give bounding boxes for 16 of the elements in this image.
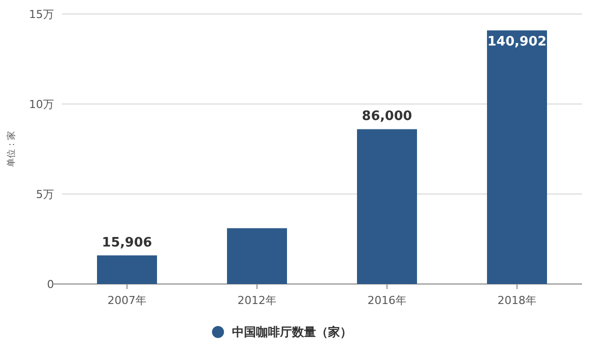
text: 86,000 (362, 109, 412, 124)
x-tick-label: 2007年 (108, 294, 146, 307)
bar (487, 30, 547, 284)
x-tick-label: 2016年 (368, 294, 406, 307)
text: 15,906 (102, 235, 152, 250)
bar (357, 129, 417, 284)
y-tick-label: 5万 (36, 188, 54, 201)
x-tick-label: 2018年 (498, 294, 536, 307)
bar (227, 228, 287, 284)
y-axis-title: 单位：家 (6, 131, 17, 167)
x-tick-label: 2012年 (238, 294, 276, 307)
y-tick-label: 10万 (29, 98, 54, 111)
bar (97, 255, 157, 284)
text: 140,902 (487, 34, 547, 50)
y-tick-label: 15万 (29, 8, 54, 21)
legend-label: 中国咖啡厅数量（家） (232, 325, 352, 339)
